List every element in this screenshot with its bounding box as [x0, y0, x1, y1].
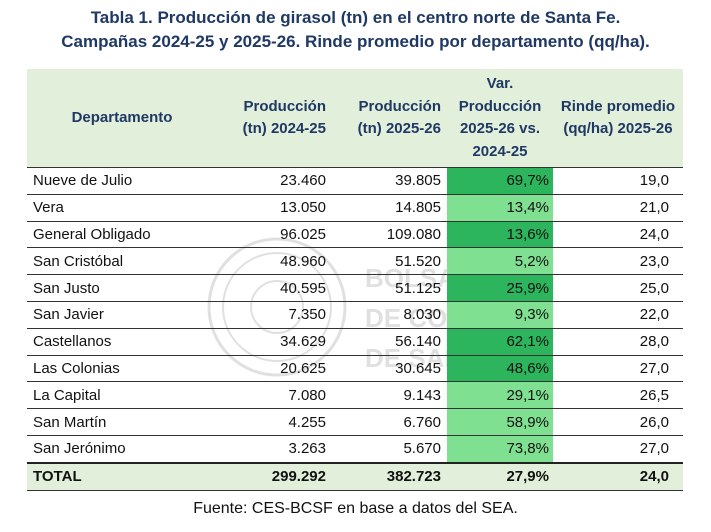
cell-rinde: 24,0	[553, 221, 683, 249]
title-line-2: Campañas 2024-25 y 2025-26. Rinde promed…	[61, 32, 650, 51]
table-row: Vera 13.050 14.805 13,4% 21,0	[27, 194, 683, 222]
cell-rinde: 28,0	[553, 328, 683, 356]
cell-variacion: 69,7%	[447, 167, 553, 195]
table-row: La Capital 7.080 9.143 29,1% 26,5	[27, 381, 683, 410]
table-row: San Justo 40.595 51.125 25,9% 25,0	[27, 274, 683, 302]
cell-departamento: San Cristóbal	[27, 247, 217, 276]
cell-rinde: 23,0	[553, 247, 683, 276]
total-produccion-2024-25: 299.292	[217, 461, 332, 491]
cell-departamento: Nueve de Julio	[27, 167, 217, 195]
cell-departamento: La Capital	[27, 381, 217, 410]
cell-rinde: 27,0	[553, 435, 683, 464]
cell-rinde: 27,0	[553, 355, 683, 383]
cell-variacion: 13,6%	[447, 221, 553, 249]
cell-produccion-2025-26: 30.645	[332, 355, 447, 383]
cell-produccion-2025-26: 8.030	[332, 301, 447, 329]
total-row: TOTAL 299.292 382.723 27,9% 24,0	[27, 461, 683, 491]
cell-variacion: 62,1%	[447, 328, 553, 356]
cell-produccion-2025-26: 56.140	[332, 328, 447, 356]
cell-produccion-2025-26: 5.670	[332, 435, 447, 464]
cell-produccion-2024-25: 96.025	[217, 221, 332, 249]
cell-produccion-2024-25: 34.629	[217, 328, 332, 356]
cell-rinde: 21,0	[553, 194, 683, 222]
cell-produccion-2024-25: 20.625	[217, 355, 332, 383]
cell-departamento: San Martín	[27, 408, 217, 436]
cell-departamento: San Justo	[27, 274, 217, 302]
cell-produccion-2025-26: 51.125	[332, 274, 447, 302]
source-footnote: Fuente: CES-BCSF en base a datos del SEA…	[193, 500, 518, 517]
cell-produccion-2025-26: 39.805	[332, 167, 447, 195]
table-row: Las Colonias 20.625 30.645 48,6% 27,0	[27, 355, 683, 383]
table-row: General Obligado 96.025 109.080 13,6% 24,0	[27, 221, 683, 249]
header-produccion-2025-26: Producción (tn) 2025-26	[332, 69, 447, 168]
cell-departamento: San Jerónimo	[27, 435, 217, 464]
cell-departamento: San Javier	[27, 301, 217, 329]
table-row: San Javier 7.350 8.030 9,3% 22,0	[27, 301, 683, 329]
total-produccion-2025-26: 382.723	[332, 461, 447, 491]
cell-variacion: 73,8%	[447, 435, 553, 464]
cell-produccion-2024-25: 48.960	[217, 247, 332, 276]
header-departamento: Departamento	[27, 69, 217, 168]
table-header-row: Departamento Producción (tn) 2024-25 Pro…	[27, 69, 683, 168]
cell-departamento: Las Colonias	[27, 355, 217, 383]
cell-variacion: 29,1%	[447, 381, 553, 410]
total-variacion: 27,9%	[447, 461, 553, 491]
header-variacion: Var. Producción 2025-26 vs. 2024-25	[447, 69, 553, 168]
cell-produccion-2024-25: 7.080	[217, 381, 332, 410]
cell-departamento: Castellanos	[27, 328, 217, 356]
table-title: Tabla 1. Producción de girasol (tn) en e…	[0, 6, 711, 54]
table-row: San Martín 4.255 6.760 58,9% 26,0	[27, 408, 683, 436]
cell-variacion: 58,9%	[447, 408, 553, 436]
cell-produccion-2024-25: 3.263	[217, 435, 332, 464]
cell-produccion-2025-26: 14.805	[332, 194, 447, 222]
cell-produccion-2025-26: 6.760	[332, 408, 447, 436]
cell-produccion-2024-25: 23.460	[217, 167, 332, 195]
total-label: TOTAL	[27, 461, 217, 491]
cell-rinde: 25,0	[553, 274, 683, 302]
cell-variacion: 13,4%	[447, 194, 553, 222]
total-rinde: 24,0	[553, 461, 683, 491]
table-row: San Cristóbal 48.960 51.520 5,2% 23,0	[27, 247, 683, 276]
cell-departamento: General Obligado	[27, 221, 217, 249]
cell-produccion-2025-26: 9.143	[332, 381, 447, 410]
cell-produccion-2025-26: 51.520	[332, 247, 447, 276]
cell-produccion-2024-25: 40.595	[217, 274, 332, 302]
header-rinde: Rinde promedio (qq/ha) 2025-26	[553, 69, 683, 168]
cell-variacion: 5,2%	[447, 247, 553, 276]
header-produccion-2024-25: Producción (tn) 2024-25	[217, 69, 332, 168]
cell-rinde: 26,5	[553, 381, 683, 410]
cell-rinde: 22,0	[553, 301, 683, 329]
cell-variacion: 9,3%	[447, 301, 553, 329]
cell-rinde: 26,0	[553, 408, 683, 436]
cell-departamento: Vera	[27, 194, 217, 222]
table-row: Nueve de Julio 23.460 39.805 69,7% 19,0	[27, 167, 683, 195]
title-line-1: Tabla 1. Producción de girasol (tn) en e…	[90, 8, 621, 27]
cell-produccion-2024-25: 7.350	[217, 301, 332, 329]
cell-produccion-2024-25: 4.255	[217, 408, 332, 436]
cell-variacion: 48,6%	[447, 355, 553, 383]
cell-produccion-2024-25: 13.050	[217, 194, 332, 222]
cell-produccion-2025-26: 109.080	[332, 221, 447, 249]
production-table: Departamento Producción (tn) 2024-25 Pro…	[27, 69, 683, 491]
cell-variacion: 25,9%	[447, 274, 553, 302]
table-row: Castellanos 34.629 56.140 62,1% 28,0	[27, 328, 683, 356]
table-row: San Jerónimo 3.263 5.670 73,8% 27,0	[27, 435, 683, 464]
cell-rinde: 19,0	[553, 167, 683, 195]
